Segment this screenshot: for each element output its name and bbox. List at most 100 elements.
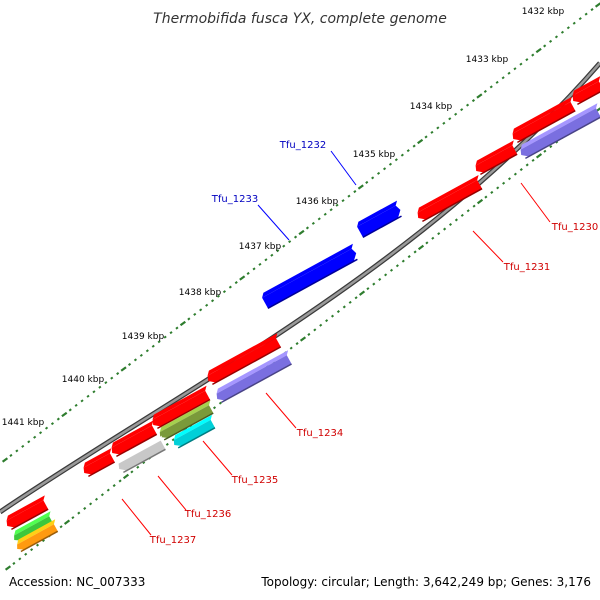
gene-label-tfu1237[interactable]: Tfu_1237 — [149, 535, 196, 546]
cds-red-edge-top-face — [572, 76, 600, 96]
outer-tick-mark — [127, 362, 132, 366]
gene-label-tfu1233[interactable]: Tfu_1233 — [211, 194, 258, 205]
gene-tfu1236-top-face — [118, 435, 162, 464]
inner-tick-mark — [448, 223, 453, 226]
inner-tick-mark — [24, 552, 28, 556]
cds-tfu1237-edge — [88, 461, 116, 478]
inner-tick-mark — [431, 236, 435, 240]
outer-tick-mark — [210, 299, 215, 303]
outer-tick-mark — [116, 372, 120, 376]
outer-tick-mark — [400, 153, 404, 157]
outer-tick-mark — [584, 12, 588, 16]
cds-tfu1233 — [262, 248, 357, 309]
outer-tick-mark — [293, 235, 298, 239]
gene-olive-top-face — [159, 400, 211, 433]
outer-tick-mark — [157, 340, 161, 344]
outer-tick-mark — [442, 121, 446, 125]
outer-tick-mark — [383, 167, 387, 171]
outer-tick-mark — [501, 76, 505, 80]
outer-tick-mark — [471, 99, 476, 103]
inner-tick-mark — [71, 516, 75, 520]
outer-tick-mark — [572, 21, 576, 25]
inner-tick-mark — [35, 543, 40, 547]
outer-tick-mark — [139, 353, 143, 357]
cds-red-edge — [572, 81, 600, 103]
outer-tick-mark — [98, 385, 102, 389]
gene-label-tfu1232[interactable]: Tfu_1232 — [279, 140, 326, 151]
inner-tick-mark — [4, 565, 12, 571]
tick-label: 1433 kbp — [466, 55, 509, 65]
outer-tick-mark — [50, 422, 54, 426]
outer-tick-mark — [317, 217, 321, 221]
outer-tick-mark — [276, 249, 280, 253]
inner-tick-mark — [100, 493, 104, 497]
outer-tick-mark — [179, 320, 186, 327]
inner-tick-mark — [41, 539, 45, 543]
cds-tfu1230 — [512, 101, 576, 141]
gene-label-tfu1234[interactable]: Tfu_1234 — [296, 428, 343, 439]
genome-backbone-highlight — [0, 62, 600, 514]
inner-tick-mark — [531, 158, 535, 162]
outer-tick-mark — [27, 440, 31, 444]
outer-tick-mark — [311, 221, 315, 225]
gene-label-tfu1230[interactable]: Tfu_1230 — [551, 222, 598, 233]
inner-tick-mark — [59, 525, 63, 529]
inner-tick-mark — [136, 465, 140, 469]
outer-tick-mark — [466, 103, 470, 107]
gene-olive — [159, 405, 214, 438]
outer-tick-mark — [1, 457, 9, 463]
inner-tick-mark — [319, 323, 323, 327]
outer-tick-mark — [92, 390, 96, 394]
outer-tick-mark — [323, 212, 327, 216]
outer-tick-mark — [594, 2, 600, 8]
map-title: Thermobifida fusca YX, complete genome — [153, 11, 447, 27]
outer-tick-mark — [246, 271, 250, 275]
cds-red-b-top-face — [475, 140, 514, 166]
outer-tick-track — [1, 2, 600, 463]
gene-tfu1237-top-face — [17, 519, 56, 545]
cds-tfu1237 — [83, 453, 115, 475]
gene-label-tfu1231[interactable]: Tfu_1231 — [503, 262, 550, 273]
outer-tick-mark — [133, 358, 137, 362]
cds-tfu1231-top-face — [417, 175, 479, 213]
inner-tick-mark — [395, 264, 399, 268]
outer-tick-mark — [357, 184, 364, 190]
inner-tick-mark — [12, 561, 16, 565]
outer-tick-mark — [234, 281, 238, 285]
cds-tfu1231-edge — [422, 188, 483, 223]
cds-red-edge-edge — [577, 91, 600, 106]
outer-tick-mark — [288, 240, 292, 244]
outer-tick-mark — [68, 408, 72, 412]
gene-tfu1235-top-face — [173, 414, 212, 441]
outer-tick-mark — [44, 426, 49, 430]
inner-tick-mark — [77, 511, 81, 515]
gene-label-leader — [157, 475, 187, 511]
gene-tfu1236-edge — [123, 448, 166, 474]
inner-tick-mark — [165, 442, 169, 446]
outer-tick-mark — [169, 331, 173, 335]
outer-tick-mark — [365, 180, 369, 184]
outer-tick-mark — [476, 93, 483, 99]
inner-tick-mark — [413, 250, 417, 254]
inner-tick-mark — [299, 336, 307, 342]
inner-tick-mark — [83, 506, 87, 510]
inner-tick-mark — [543, 149, 547, 153]
gene-label-tfu1236[interactable]: Tfu_1236 — [184, 509, 231, 520]
tick-label: 1432 kbp — [522, 7, 565, 17]
outer-tick-mark — [549, 39, 553, 43]
inner-tick-mark — [171, 438, 175, 442]
cds-red-c-top-face — [207, 333, 278, 376]
cds-tfu1232-edge — [362, 215, 402, 238]
outer-tick-mark — [74, 403, 78, 407]
inner-tick-mark — [325, 319, 329, 323]
cds-tfu1235 — [152, 390, 210, 427]
accession-text: Accession: NC_007333 — [9, 575, 145, 589]
outer-tick-mark — [341, 199, 345, 203]
feature-track — [6, 76, 600, 553]
outer-tick-mark — [264, 258, 268, 262]
inner-tick-mark — [389, 268, 394, 272]
outer-tick-mark — [417, 138, 424, 145]
gene-label-tfu1235[interactable]: Tfu_1235 — [231, 475, 278, 486]
gene-tfu1236 — [118, 440, 166, 471]
inner-tick-mark — [18, 557, 22, 561]
